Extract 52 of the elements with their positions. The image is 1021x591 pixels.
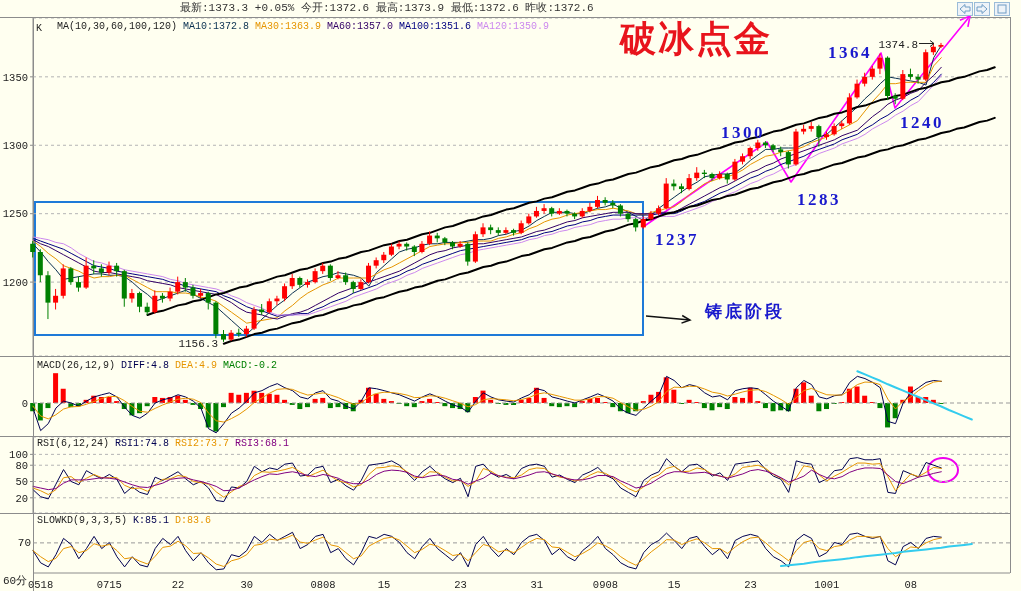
y-tick-label: 1250 [2,208,28,221]
x-tick-label: 0908 [592,579,619,591]
y-tick-label: 50 [15,476,28,489]
text: 70 [17,537,31,549]
y-tick-label: 1350 [2,71,28,84]
text: MA100:1351.6 [399,21,472,33]
annotation: 1237 [655,230,699,249]
annotation: K [36,23,43,34]
text: MA60:1357.0 [327,21,394,33]
text: RSI3:68.1 [235,438,290,450]
x-tick-label: 08 [904,579,918,591]
series-label: K:85.1 [133,515,170,527]
legend-title: RSI(6,12,24) [37,438,110,450]
x-tick-label: 0518 [28,579,54,591]
y-tick-label: 100 [9,449,28,462]
x-tick-label: 1001 [814,579,840,591]
x-tick-label: 15 [377,579,391,591]
chart-subtitle: 最新:1373.3 +0.05% 今开:1372.6 最高:1373.9 最低:1372.6 昨收:1372.6 [180,2,594,15]
series-label: D:83.6 [175,515,212,527]
x-tick-label: 15 [667,579,681,591]
x-tick-label: 22 [171,579,185,591]
y-tick-label: 1200 [2,276,28,289]
text: RSI2:73.7 [175,438,230,450]
text: MA30:1363.9 [255,21,322,33]
annotation: 1240 [900,113,944,132]
annotation: 铸底阶段 [704,302,785,321]
legend-title: MACD(26,12,9) [37,360,116,372]
x-tick-label: 30 [240,579,254,591]
text: MA120:1350.9 [477,21,550,33]
legend-title: SLOWKD(9,3,3,5) [37,515,128,527]
annotation: 1156.3 [178,338,218,350]
x-tick-label: 0715 [96,579,122,591]
legend-title: MA(10,30,60,100,120) [57,21,178,33]
x-tick-label: 23 [744,579,757,591]
ref-line-label: 0 [21,397,28,410]
annotation: 1364 [828,43,872,62]
y-tick-label: 1300 [2,139,28,152]
annotation: 1300 [721,123,765,142]
text: MACD:-0.2 [223,360,278,372]
text: DEA:4.9 [175,360,218,372]
text: DIFF:4.8 [121,360,170,372]
annotation: 1374.8 [878,39,918,51]
x-axis-title: 60分 [3,575,28,588]
chart-title: 破冰点金 [620,19,772,59]
y-tick-label: 20 [15,492,28,505]
text: MA10:1372.8 [183,21,250,33]
annotation: 1283 [797,190,841,209]
x-tick-label: 23 [454,579,467,591]
y-tick-label: 80 [15,459,28,472]
text: RSI1:74.8 [115,438,170,450]
x-tick-label: 31 [530,579,544,591]
x-tick-label: 0808 [310,579,336,591]
